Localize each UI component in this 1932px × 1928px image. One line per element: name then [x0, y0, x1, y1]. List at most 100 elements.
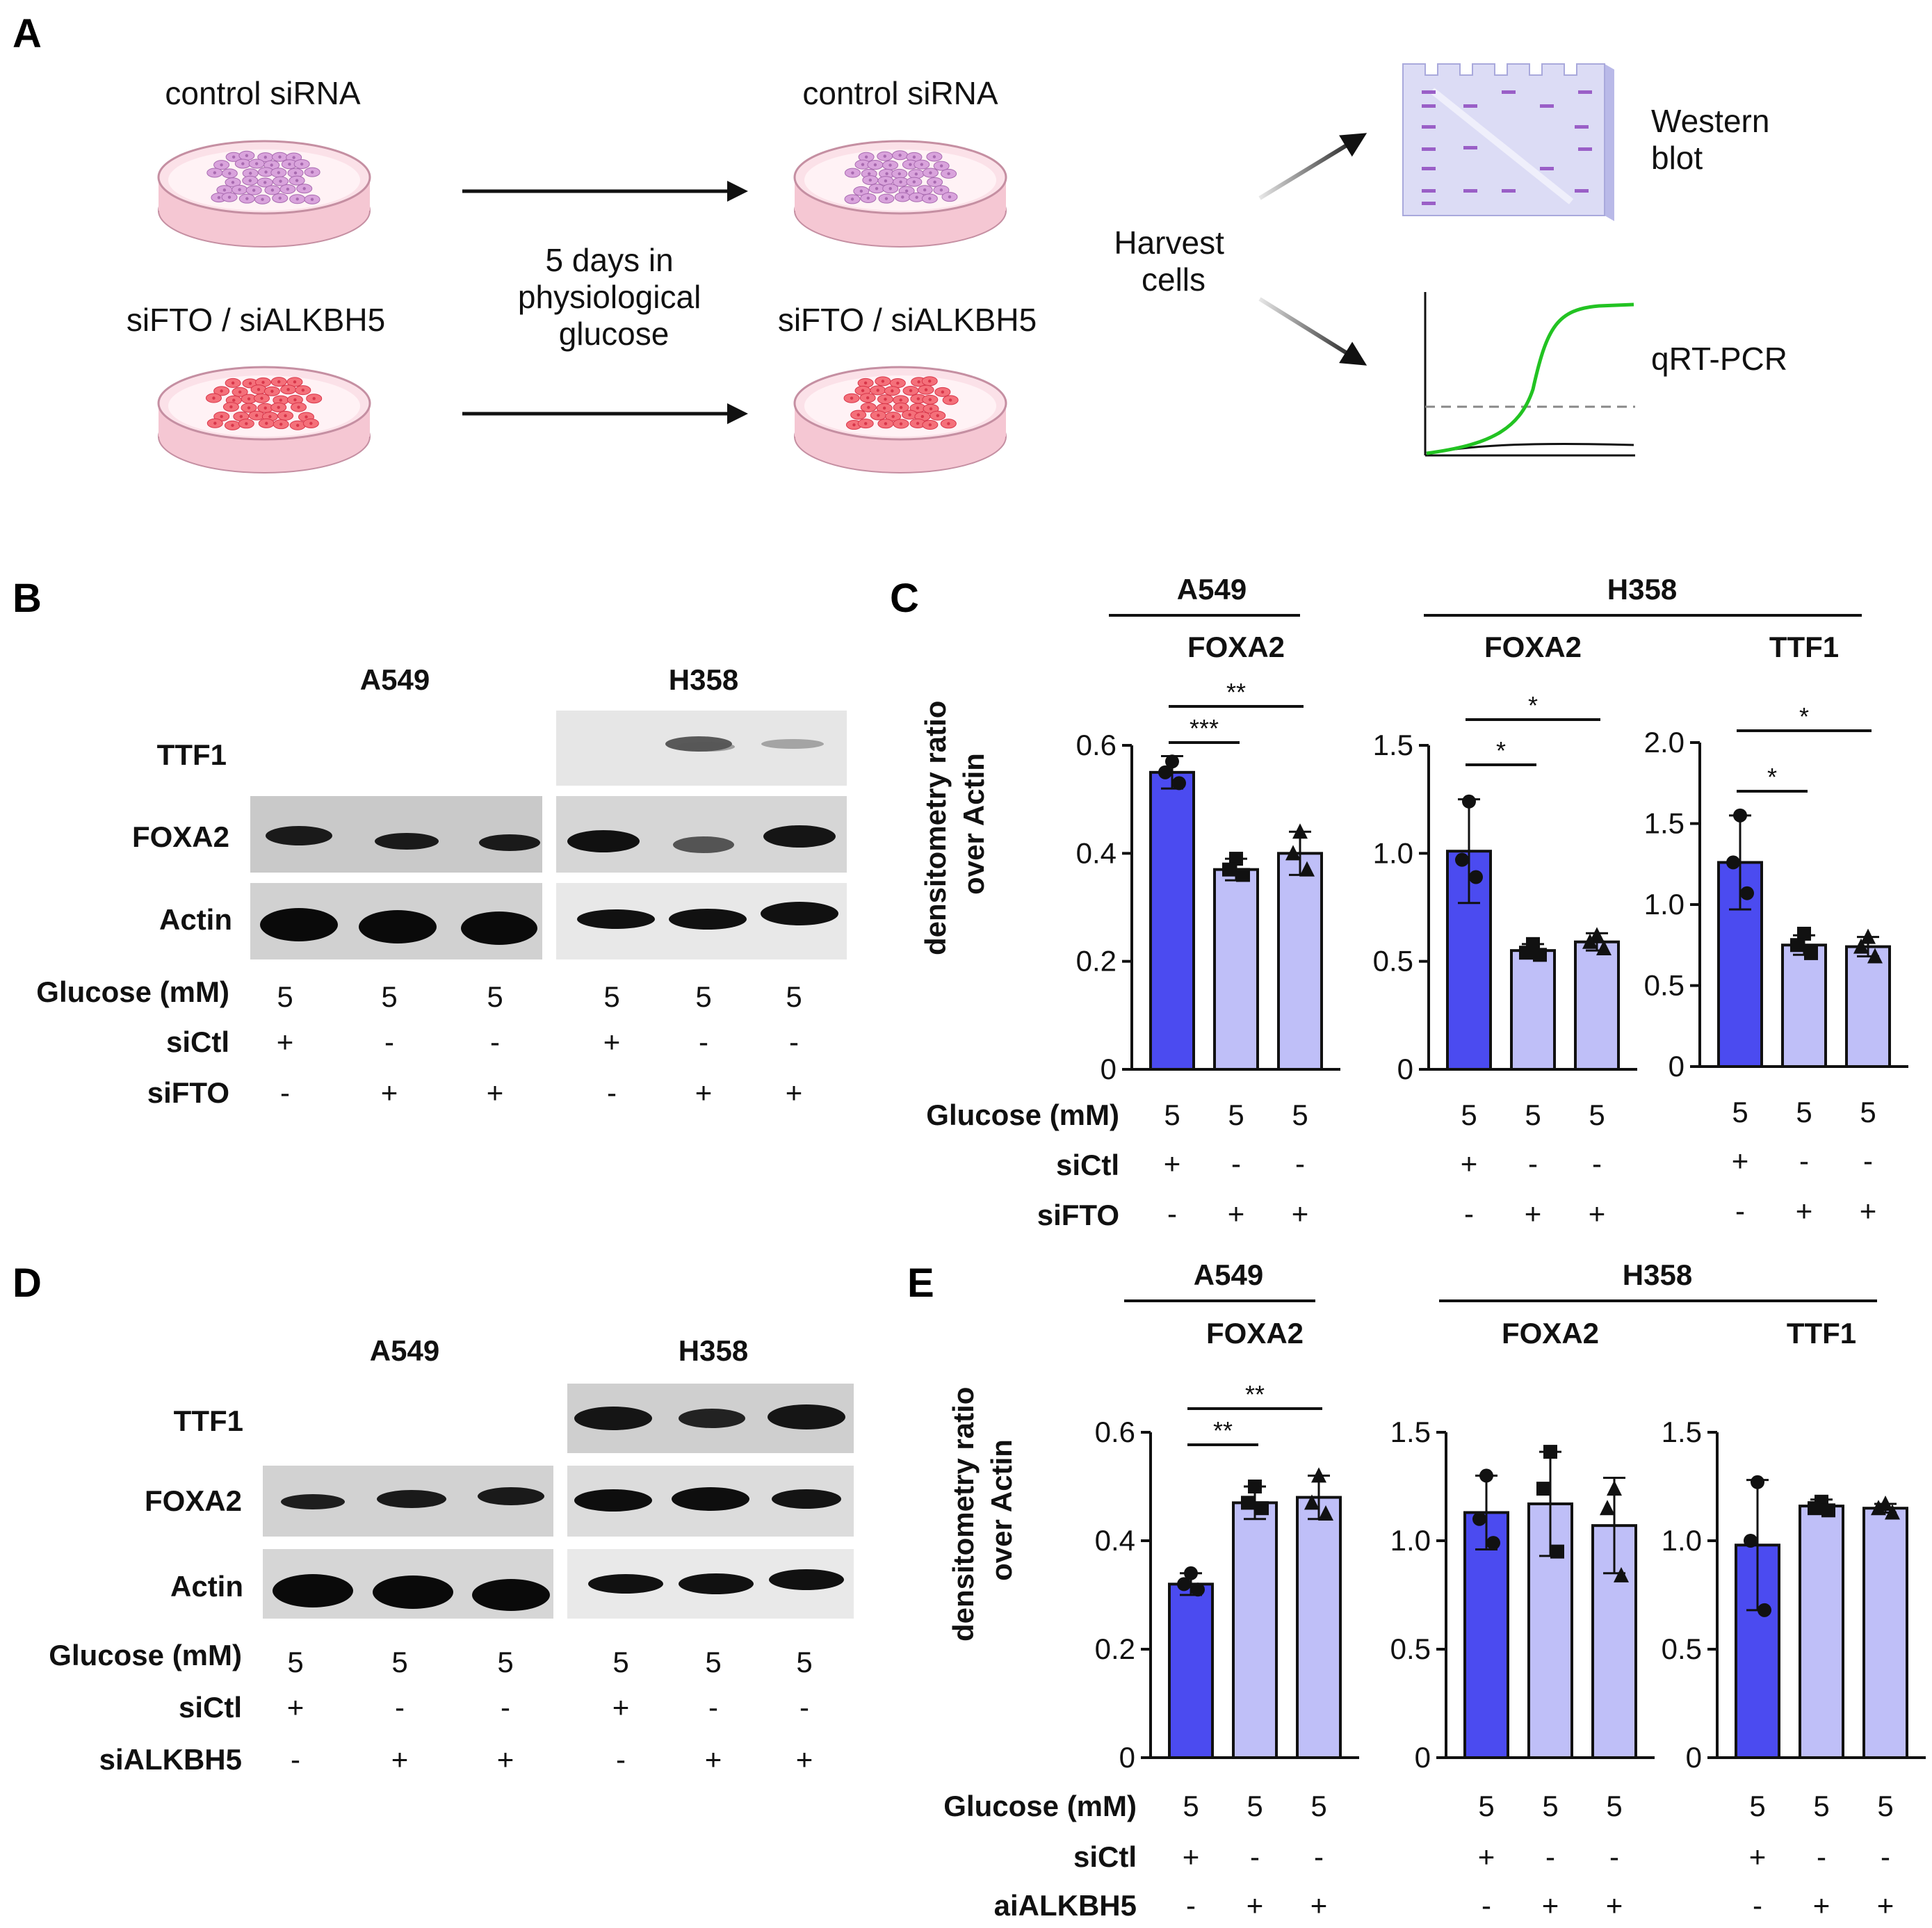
condition-sictl: -	[1231, 1147, 1241, 1180]
data-point	[1582, 933, 1598, 949]
cell-nucleus	[312, 396, 316, 400]
data-point	[1172, 776, 1186, 791]
cell-nucleus	[277, 380, 281, 384]
blot-d-protein-foxa2: FOXA2	[145, 1484, 242, 1517]
cell-nucleus	[309, 421, 313, 426]
cell-nucleus	[286, 388, 290, 391]
condition-sictl: +	[603, 1026, 621, 1058]
cell-nucleus	[279, 179, 282, 183]
cell-nucleus	[904, 189, 909, 193]
gel-band	[1422, 167, 1436, 170]
blot-d-band	[377, 1490, 446, 1508]
blot-b-band	[461, 912, 537, 945]
data-point	[1165, 754, 1179, 769]
blot-d-band	[588, 1574, 663, 1594]
cell-nucleus	[899, 422, 903, 426]
y-tick-label: 0.4	[1076, 836, 1117, 869]
chart-c-cellline-a549: A549	[1177, 573, 1247, 606]
y-tick-label: 0	[1415, 1741, 1431, 1774]
cell-nucleus	[295, 197, 299, 201]
cell-nucleus	[220, 389, 223, 393]
data-point	[1596, 940, 1612, 956]
dish-label-knockdown-left: siFTO / siALKBH5	[127, 302, 385, 338]
blot-d-band	[574, 1407, 652, 1430]
cell-nucleus	[247, 397, 251, 400]
condition-glucose: 5	[277, 980, 293, 1013]
condition-sictl: -	[1592, 1147, 1602, 1180]
condition-sictl: -	[1314, 1840, 1324, 1873]
blot-b-condition-table: 5 5 5 5 5 5 + - - + - - - + + - + +	[277, 980, 803, 1109]
condition-knockdown: +	[1310, 1889, 1328, 1922]
cell-nucleus	[908, 413, 911, 416]
condition-sictl: +	[1164, 1147, 1181, 1180]
y-tick-label: 0	[1669, 1050, 1685, 1083]
data-point	[1311, 1467, 1326, 1483]
condition-sictl: -	[490, 1026, 500, 1058]
chart-title: TTF1	[1769, 631, 1839, 663]
cell-nucleus	[220, 163, 223, 167]
data-point	[1184, 1566, 1198, 1580]
cell-nucleus	[850, 396, 854, 400]
data-point	[1808, 1501, 1821, 1516]
blot-b-band	[676, 742, 735, 752]
data-point	[1867, 948, 1883, 964]
blot-d-band	[472, 1579, 550, 1611]
data-point	[1462, 794, 1476, 809]
cell-nucleus	[875, 186, 879, 191]
y-tick-label: 0.5	[1644, 969, 1685, 1002]
gel-band	[1463, 146, 1477, 149]
gel-band	[1502, 189, 1516, 193]
condition-knockdown: +	[1813, 1889, 1830, 1922]
bar	[1799, 1505, 1844, 1760]
data-point	[1550, 1544, 1564, 1559]
gel-band	[1540, 104, 1554, 108]
cell-nucleus	[263, 181, 267, 184]
cell-nucleus	[857, 413, 860, 416]
gel-band	[1463, 189, 1477, 193]
cell-nucleus	[868, 178, 872, 182]
chart-c-row-label-sictl: siCtl	[1056, 1149, 1119, 1181]
condition-glucose: 5	[1478, 1790, 1494, 1822]
data-point	[1726, 855, 1740, 870]
cell-nucleus	[254, 162, 259, 165]
blot-d-protein-actin: Actin	[170, 1570, 243, 1603]
data-point	[1248, 1480, 1262, 1493]
condition-knockdown: +	[497, 1743, 514, 1776]
cell-nucleus	[882, 406, 886, 410]
data-point	[1853, 938, 1869, 954]
petri-dish-control-left	[157, 140, 371, 248]
cell-nucleus	[264, 170, 268, 174]
condition-glucose: 5	[1292, 1099, 1308, 1131]
significance-label: **	[1213, 1416, 1233, 1445]
cell-nucleus	[310, 197, 314, 202]
blot-b-band	[761, 902, 838, 925]
gel-body	[1402, 63, 1605, 216]
cell-nucleus	[891, 414, 895, 419]
condition-sictl: -	[699, 1026, 708, 1058]
condition-glucose: 5	[1525, 1099, 1541, 1131]
condition-glucose: 5	[1732, 1096, 1748, 1128]
cell-nucleus	[213, 171, 217, 175]
data-point	[1797, 926, 1811, 941]
condition-sictl: +	[287, 1691, 305, 1724]
cell-nucleus	[217, 195, 221, 200]
panel-label-d: D	[13, 1261, 42, 1306]
condition-sictl: -	[395, 1691, 405, 1724]
panel-label-b: B	[13, 576, 42, 621]
chart-title: TTF1	[1787, 1317, 1856, 1350]
cell-nucleus	[295, 423, 300, 427]
condition-sictl: +	[1732, 1144, 1749, 1177]
data-point	[1241, 1496, 1255, 1510]
blot-d-band	[772, 1489, 841, 1509]
cell-nucleus	[891, 389, 894, 393]
data-point	[1751, 1475, 1764, 1489]
condition-glucose: 5	[1860, 1096, 1876, 1128]
chart-c-ylabel-line-1: densitometry ratio	[919, 701, 952, 955]
cell-nucleus	[916, 421, 920, 426]
cell-nucleus	[227, 195, 232, 199]
bar	[1168, 1582, 1214, 1759]
y-tick-label: 0.2	[1076, 945, 1117, 978]
qpcr-label: qRT-PCR	[1651, 341, 1787, 377]
cell-nucleus	[939, 164, 943, 168]
